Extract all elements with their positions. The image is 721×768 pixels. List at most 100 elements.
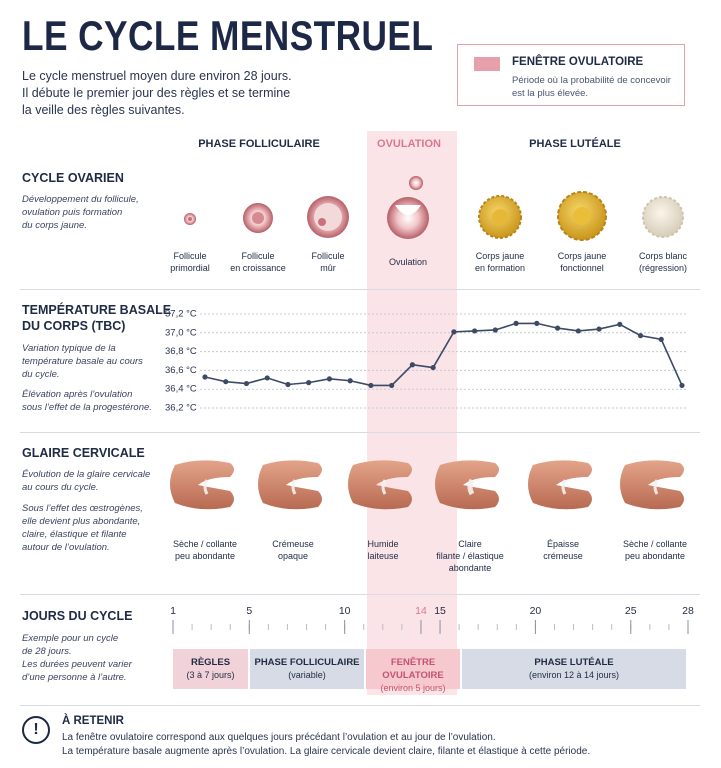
finger [348,460,412,510]
text-line: au cours du cycle. [22,482,99,493]
section-title: CYCLE OVARIEN [22,171,124,185]
y-tick-label: 36,6 °C [165,365,197,376]
y-tick-label: 36,2 °C [165,403,197,414]
data-point [658,336,664,342]
text-line: primordial [170,263,210,273]
data-point [492,327,498,333]
stage-label: Claire filante / élastique abondante [425,538,515,574]
text-line: du corps jaune. [22,220,87,231]
data-point [679,382,685,389]
stage-label: Humide laiteuse [338,538,428,562]
day-tick-label: 20 [529,605,542,617]
legend-title: FENÊTRE OVULATOIRE [512,56,644,68]
text-line: Sèche / collante [172,539,238,549]
data-point [534,320,540,326]
legend: FENÊTRE OVULATOIRE Période où la probabi… [457,44,685,106]
text-line: peu abondante [624,551,686,561]
mucus-strand [381,479,387,495]
intro: Le cycle menstruel moyen dure environ 28… [22,68,292,119]
text-line: La fenêtre ovulatoire correspond aux que… [62,732,496,743]
finger [170,460,234,510]
text-line: DU CORPS (TBC) [22,319,126,333]
data-point [472,328,478,334]
data-point [451,329,457,335]
text-line: en formation [474,263,526,273]
text-line: d’une personne à l’autre. [22,672,127,683]
data-point [409,362,415,368]
phase-bar-sub: (environ 5 jours) [380,683,446,693]
separator [20,289,700,290]
phase-bar-label: FENÊTRE OVULATOIRE [382,657,444,681]
y-tick-label: 36,4 °C [165,384,197,395]
text-line: Variation typique de la [22,343,116,354]
data-point [264,375,270,381]
text-line: Épaisse [546,539,580,549]
separator [20,432,700,433]
text-line: température basale au cours [22,356,143,367]
section-title: GLAIRE CERVICALE [22,446,145,460]
data-point [575,328,581,334]
retain-text: La fenêtre ovulatoire correspond aux que… [62,731,590,759]
text-line: est la plus élevée. [512,88,589,99]
data-point [617,321,623,327]
section-description: Développement du follicule, ovulation pui… [22,193,162,232]
mucus-strand [467,478,475,496]
text-line: Exemple pour un cycle [22,633,119,644]
y-tick-label: 37,0 °C [165,327,197,338]
text-line: mûr [320,263,336,273]
text-line: TEMPÉRATURE BASALE [22,303,172,317]
data-point [554,325,561,331]
stage-label: Sèche / collante peu abondante [160,538,250,562]
text-line: Follicule [241,251,275,261]
section-description: Variation typique de la température basal… [22,342,162,381]
text-line: opaque [277,551,309,561]
text-line: Follicule [173,251,207,261]
legend-swatch [474,57,500,71]
data-point [326,376,333,382]
data-point [223,379,229,385]
text-line: crémeuse [543,551,583,561]
retain-title: À RETENIR [62,715,124,727]
separator [20,594,700,595]
data-point [368,382,374,389]
text-line: Développement du follicule, [22,194,139,205]
phase-label: PHASE FOLLICULAIRE [198,138,320,150]
stage-label: Crémeuse opaque [248,538,338,562]
stage-label: Sèche / collante peu abondante [610,538,700,562]
text-line: (régression) [638,263,687,273]
text-line: Évolution de la glaire cervicale [22,469,151,480]
text-line: laiteuse [367,551,399,561]
text-line: Corps jaune [557,251,607,261]
text-line: abondante [448,563,492,573]
day-tick-label: 14 [415,605,427,617]
section-title: TEMPÉRATURE BASALE DU CORPS (TBC) [22,302,171,334]
day-tick-label: 10 [338,605,351,617]
stage-label: Follicule en croissance [213,250,303,274]
text-line: Claire [458,539,482,549]
separator [20,705,700,706]
data-point [430,364,436,371]
text-line: en croissance [230,263,286,273]
text-line: filante / élastique [436,551,504,561]
temperature-line [204,322,683,387]
data-point [202,374,208,380]
text-line: Follicule [311,251,345,261]
text-line: peu abondante [174,551,236,561]
stage-label: Corps blanc (régression) [618,250,708,274]
text-line: Le cycle menstruel moyen dure environ 28… [22,69,292,83]
text-line: Période où la probabilité de concevoir [512,75,671,86]
text-line: ovulation puis formation [22,207,123,218]
finger [528,460,592,510]
text-line: Élévation après l’ovulation [22,389,133,400]
day-tick-label: 28 [682,605,694,617]
phase-bar-sub: (environ 12 à 14 jours) [528,670,620,680]
stage-label: Follicule primordial [145,250,235,274]
phase-bar-label: PHASE FOLLICULAIRE [254,657,360,668]
phase-bar: RÈGLES (3 à 7 jours) [173,649,248,689]
phase-label: PHASE LUTÉALE [529,138,621,150]
mucus-strand [561,479,567,495]
section-note: Élévation après l’ovulation sous l’effet … [22,388,162,414]
text-line: Ovulation [388,257,428,267]
phase-bar-sub: (variable) [288,670,326,680]
